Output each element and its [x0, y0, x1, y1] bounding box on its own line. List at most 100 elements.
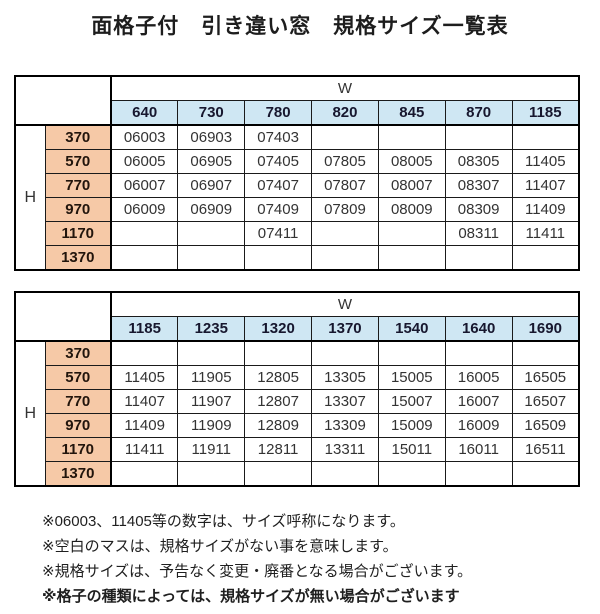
table-row: 970 11409 11909 12809 13309 15009 16009 16509: [15, 413, 580, 438]
size-table-large: W 1185 1235 1320 1370 1540 1640 1690 H 370 570 11…: [14, 291, 580, 487]
size-code-cell: 12807: [244, 389, 313, 414]
footnote: ※06003、11405等の数字は、サイズ呼称になります。: [42, 513, 405, 530]
empty-cell: [511, 461, 580, 487]
column-header: 730: [177, 100, 246, 126]
empty-cell: [311, 221, 379, 246]
empty-cell: [244, 340, 313, 366]
w-axis-label: W: [110, 291, 580, 317]
column-header: 640: [110, 100, 179, 126]
empty-cell: [110, 461, 179, 487]
size-code-cell: 11909: [177, 413, 246, 438]
size-code-cell: 11911: [177, 437, 246, 462]
table-body: H 370 06003 06903 07403 570 06005 06905 07405 078…: [14, 124, 580, 271]
size-code-cell: 08007: [377, 173, 446, 198]
size-code-cell: 07807: [311, 173, 379, 198]
size-code-cell: 15005: [377, 365, 446, 390]
table-row: 1170 07411 08311 11411: [15, 221, 580, 246]
size-code-cell: 16011: [444, 437, 513, 462]
empty-cell: [377, 340, 446, 366]
size-code-cell: 07411: [244, 221, 313, 246]
footnote-bold: ※格子の種類によっては、規格サイズが無い場合がございます: [42, 588, 460, 605]
size-code-cell: 11409: [110, 413, 179, 438]
size-code-cell: 16511: [511, 437, 580, 462]
size-code-cell: 11407: [110, 389, 179, 414]
size-code-cell: 07809: [311, 197, 379, 222]
table-row: 770 06007 06907 07407 07807 08007 08307 11407: [15, 173, 580, 198]
size-code-cell: 16005: [444, 365, 513, 390]
size-code-cell: 11409: [511, 197, 580, 222]
size-code-cell: 06005: [110, 149, 179, 174]
w-axis-label: W: [110, 75, 580, 101]
column-header: 1185: [110, 316, 179, 342]
size-code-cell: 16009: [444, 413, 513, 438]
size-code-cell: 16505: [511, 365, 580, 390]
empty-cell: [311, 461, 379, 487]
table-row: 1170 11411 11911 12811 13311 15011 16011 16511: [15, 437, 580, 462]
h-axis-label: H: [14, 124, 46, 271]
size-code-cell: 11907: [177, 389, 246, 414]
corner-cell: [14, 291, 112, 342]
size-code-cell: 08005: [377, 149, 446, 174]
row-header: 770: [44, 389, 112, 414]
row-header: 970: [44, 197, 112, 222]
empty-cell: [110, 221, 179, 246]
size-code-cell: 13305: [311, 365, 379, 390]
size-table-small: W 640 730 780 820 845 870 1185 H 370 06003 06903 0…: [14, 75, 580, 271]
row-header: 970: [44, 413, 112, 438]
column-header: 780: [244, 100, 313, 126]
size-code-cell: 13307: [311, 389, 379, 414]
corner-cell: [14, 75, 112, 126]
empty-cell: [244, 245, 313, 271]
size-code-cell: 06907: [177, 173, 246, 198]
table-row: H 370 06003 06903 07403: [14, 124, 580, 271]
column-header: 870: [444, 100, 513, 126]
size-code-cell: 13309: [311, 413, 379, 438]
row-header: 1370: [44, 245, 112, 271]
empty-cell: [177, 221, 246, 246]
column-header-row: 640 730 780 820 845 870 1185: [15, 100, 580, 126]
empty-cell: [244, 461, 313, 487]
empty-cell: [177, 245, 246, 271]
size-code-cell: 11905: [177, 365, 246, 390]
size-code-cell: 13311: [311, 437, 379, 462]
empty-cell: [377, 461, 446, 487]
row-header: 770: [44, 173, 112, 198]
table-body: H 370 570 11405 11905 12805 13305 15005 16005 165…: [14, 340, 580, 487]
column-header: 1690: [511, 316, 580, 342]
size-code-cell: 07407: [244, 173, 313, 198]
empty-cell: [444, 340, 513, 366]
size-code-cell: 08009: [377, 197, 446, 222]
size-code-cell: 06009: [110, 197, 179, 222]
size-code-cell: 11411: [110, 437, 179, 462]
row-header: 1170: [44, 221, 112, 246]
empty-cell: [311, 340, 379, 366]
column-header: 1640: [444, 316, 513, 342]
empty-cell: [311, 124, 379, 150]
size-code-cell: 08311: [444, 221, 513, 246]
empty-cell: [110, 340, 179, 366]
size-code-cell: 06903: [177, 124, 246, 150]
size-code-cell: 06003: [110, 124, 179, 150]
size-code-cell: 16007: [444, 389, 513, 414]
empty-cell: [377, 221, 446, 246]
size-code-cell: 06007: [110, 173, 179, 198]
empty-cell: [511, 245, 580, 271]
empty-cell: [110, 245, 179, 271]
size-code-cell: 08309: [444, 197, 513, 222]
size-code-cell: 07409: [244, 197, 313, 222]
size-code-cell: 06905: [177, 149, 246, 174]
empty-cell: [177, 461, 246, 487]
empty-cell: [511, 124, 580, 150]
size-code-cell: 12811: [244, 437, 313, 462]
empty-cell: [444, 124, 513, 150]
column-header: 1540: [377, 316, 446, 342]
size-code-cell: 07403: [244, 124, 313, 150]
empty-cell: [444, 245, 513, 271]
w-header-row: W: [14, 291, 580, 342]
table-row: 1370: [15, 245, 580, 271]
size-code-cell: 16507: [511, 389, 580, 414]
column-header: 820: [311, 100, 379, 126]
h-axis-label: H: [14, 340, 46, 487]
empty-cell: [377, 124, 446, 150]
size-code-cell: 11407: [511, 173, 580, 198]
